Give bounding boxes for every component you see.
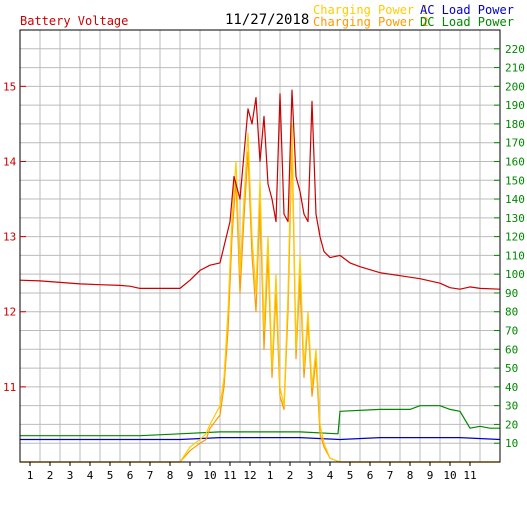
right-axis-ticks: 10 20 30 40 50 60 70 80 90 100 110 120 130 140 150 160 1… — [494, 43, 525, 450]
right-tick-label: 50 — [505, 362, 518, 375]
x-tick-label: 6 — [367, 469, 374, 482]
left-axis-ticks: 11 12 13 14 15 — [3, 80, 26, 394]
right-tick-label: 130 — [505, 212, 525, 225]
right-tick-label: 10 — [505, 437, 518, 450]
right-tick-label: 140 — [505, 193, 525, 206]
plot-frame — [19, 29, 501, 463]
right-tick-label: 20 — [505, 418, 518, 431]
x-tick-label: 1 — [267, 469, 274, 482]
x-tick-label: 5 — [107, 469, 114, 482]
right-tick-label: 220 — [505, 43, 525, 56]
chart-series — [19, 89, 501, 463]
x-tick-label: 11 — [223, 469, 236, 482]
x-tick-label: 4 — [87, 469, 94, 482]
legend-dc-load-power: DC Load Power — [420, 15, 514, 29]
left-tick-label: 12 — [3, 306, 16, 319]
right-tick-label: 60 — [505, 343, 518, 356]
x-tick-label: 2 — [47, 469, 54, 482]
x-tick-label: 8 — [407, 469, 414, 482]
left-tick-label: 15 — [3, 80, 16, 93]
right-tick-label: 160 — [505, 155, 525, 168]
right-tick-label: 110 — [505, 249, 525, 262]
legend-charging-power-2: Charging Power 2 — [313, 15, 429, 29]
x-tick-label: 5 — [347, 469, 354, 482]
x-tick-label: 9 — [427, 469, 434, 482]
left-axis-label: Battery Voltage — [20, 14, 128, 28]
x-tick-label: 4 — [327, 469, 334, 482]
right-tick-label: 190 — [505, 99, 525, 112]
right-tick-label: 200 — [505, 80, 525, 93]
right-tick-label: 80 — [505, 306, 518, 319]
legend-ac-load-power: AC Load Power — [420, 3, 514, 17]
series-battery-voltage — [19, 89, 501, 290]
right-tick-label: 150 — [505, 174, 525, 187]
x-tick-label: 3 — [307, 469, 314, 482]
x-tick-label: 9 — [187, 469, 194, 482]
right-tick-label: 120 — [505, 231, 525, 244]
right-tick-label: 170 — [505, 137, 525, 150]
series-charging-power-1 — [20, 123, 500, 463]
left-tick-label: 14 — [3, 155, 17, 168]
left-tick-label: 11 — [3, 381, 16, 394]
x-tick-label: 1 — [27, 469, 34, 482]
right-tick-label: 210 — [505, 62, 525, 75]
x-tick-label: 6 — [127, 469, 134, 482]
x-tick-label: 2 — [287, 469, 294, 482]
x-tick-label: 8 — [167, 469, 174, 482]
x-tick-label: 7 — [147, 469, 154, 482]
series-ac-load-power — [20, 437, 501, 441]
x-tick-label: 7 — [387, 469, 394, 482]
series-dc-load-power — [20, 405, 500, 437]
series-charging-power-2 — [20, 142, 500, 463]
right-tick-label: 100 — [505, 268, 525, 281]
x-axis-ticks: 1 2 3 4 5 6 7 8 9 10 11 12 1 2 3 4 5 6 7 8 9 10 11 — [27, 462, 477, 482]
legend-charging-power-1: Charging Power 1 — [313, 3, 429, 17]
chart-date-title: 11/27/2018 — [225, 12, 309, 28]
x-tick-label: 11 — [463, 469, 476, 482]
x-tick-label: 10 — [443, 469, 456, 482]
right-tick-label: 30 — [505, 400, 518, 413]
x-tick-label: 10 — [203, 469, 216, 482]
right-tick-label: 180 — [505, 118, 525, 131]
right-tick-label: 90 — [505, 287, 518, 300]
chart-grid — [20, 30, 500, 462]
right-tick-label: 40 — [505, 381, 518, 394]
x-tick-label: 12 — [243, 469, 256, 482]
right-tick-label: 70 — [505, 325, 518, 338]
left-tick-label: 13 — [3, 231, 16, 244]
x-tick-label: 3 — [67, 469, 74, 482]
